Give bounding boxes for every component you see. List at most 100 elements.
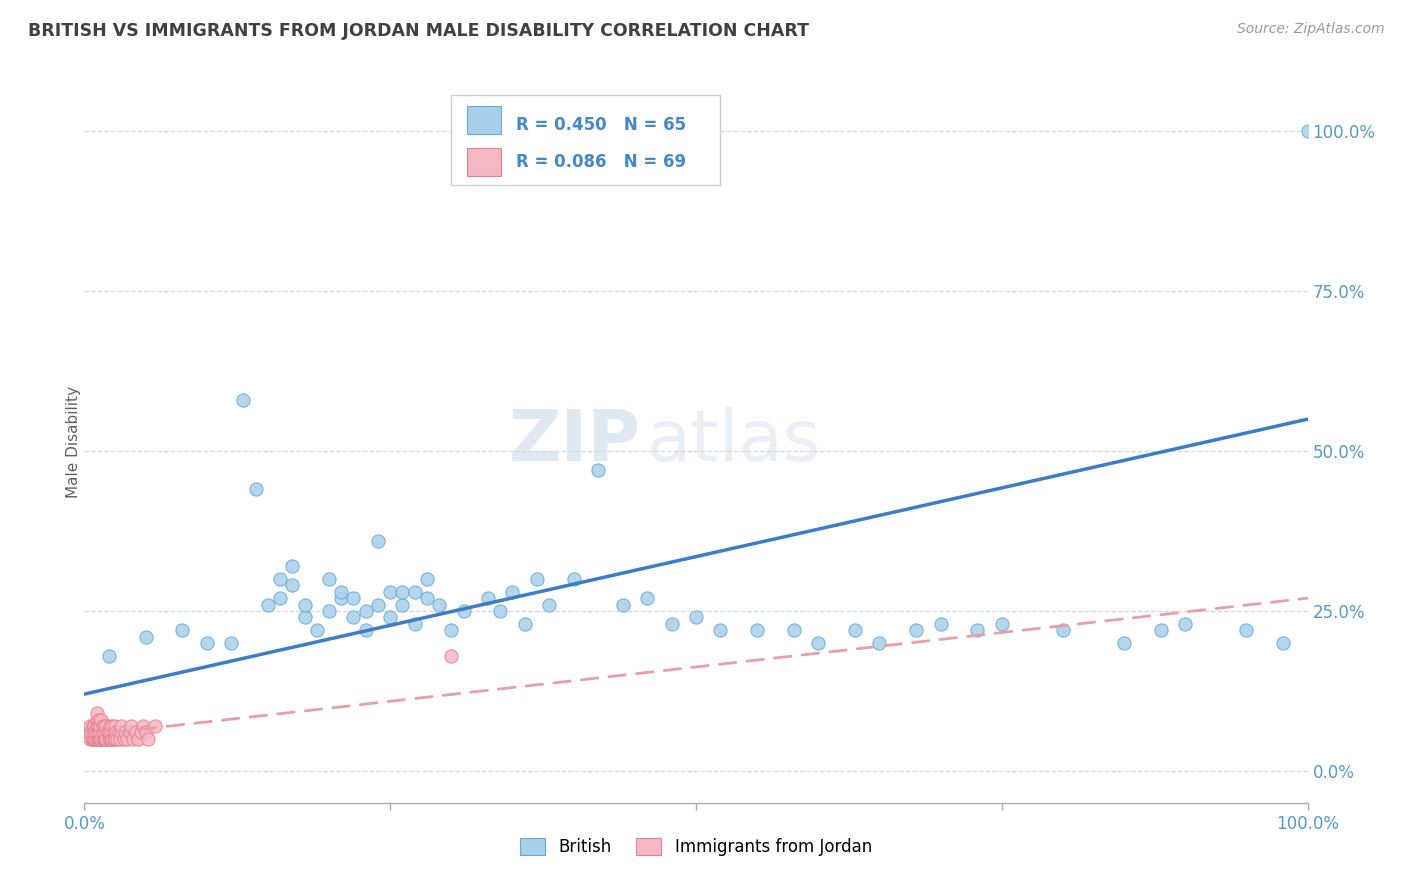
Point	[416, 572, 439, 586]
Legend: British, Immigrants from Jordan: British, Immigrants from Jordan	[520, 838, 872, 856]
Point	[318, 572, 340, 586]
Point	[1174, 616, 1197, 631]
Point	[991, 616, 1014, 631]
Point	[747, 623, 769, 637]
Point	[97, 648, 120, 663]
Point	[807, 636, 830, 650]
Point	[404, 616, 426, 631]
Point	[79, 719, 101, 733]
Point	[114, 725, 136, 739]
Point	[269, 591, 291, 606]
Point	[82, 719, 104, 733]
Point	[453, 604, 475, 618]
Point	[929, 616, 952, 631]
Point	[86, 731, 108, 746]
Point	[104, 719, 127, 733]
Point	[219, 636, 242, 650]
Point	[380, 584, 402, 599]
Point	[869, 636, 891, 650]
Point	[129, 725, 152, 739]
Point	[80, 725, 103, 739]
Point	[966, 623, 988, 637]
Text: R = 0.450   N = 65: R = 0.450 N = 65	[516, 116, 686, 135]
Point	[89, 725, 111, 739]
Point	[440, 648, 463, 663]
Point	[87, 731, 110, 746]
Point	[83, 731, 105, 746]
Point	[83, 725, 105, 739]
Point	[97, 725, 120, 739]
Point	[86, 725, 108, 739]
Point	[97, 725, 120, 739]
Point	[391, 584, 413, 599]
Point	[330, 591, 353, 606]
Point	[80, 731, 103, 746]
Point	[104, 731, 127, 746]
Text: Source: ZipAtlas.com: Source: ZipAtlas.com	[1237, 22, 1385, 37]
FancyBboxPatch shape	[451, 95, 720, 185]
Point	[380, 610, 402, 624]
Point	[1236, 623, 1258, 637]
Point	[98, 731, 121, 746]
Point	[91, 725, 114, 739]
Point	[391, 598, 413, 612]
Point	[502, 584, 524, 599]
Point	[416, 591, 439, 606]
Point	[404, 584, 426, 599]
Point	[107, 725, 129, 739]
Point	[110, 725, 132, 739]
Point	[105, 731, 128, 746]
Point	[101, 719, 124, 733]
Point	[86, 719, 108, 733]
Point	[87, 719, 110, 733]
Point	[477, 591, 499, 606]
Point	[1114, 636, 1136, 650]
Point	[103, 725, 125, 739]
Point	[98, 719, 121, 733]
Text: ZIP: ZIP	[509, 407, 641, 476]
Point	[87, 731, 110, 746]
Point	[94, 725, 117, 739]
Point	[100, 725, 122, 739]
Point	[172, 623, 194, 637]
Text: R = 0.086   N = 69: R = 0.086 N = 69	[516, 153, 686, 171]
Point	[103, 731, 125, 746]
Point	[1052, 623, 1074, 637]
Point	[661, 616, 683, 631]
Point	[294, 598, 316, 612]
Point	[83, 719, 105, 733]
Point	[96, 731, 118, 746]
Point	[1150, 623, 1173, 637]
Point	[709, 623, 731, 637]
Point	[91, 719, 114, 733]
Point	[91, 731, 114, 746]
Point	[367, 533, 389, 548]
Point	[195, 636, 218, 650]
Point	[342, 610, 364, 624]
FancyBboxPatch shape	[467, 106, 502, 134]
Point	[269, 572, 291, 586]
Point	[82, 731, 104, 746]
Point	[84, 725, 107, 739]
Text: atlas: atlas	[647, 407, 821, 476]
Point	[84, 731, 107, 746]
Point	[526, 572, 548, 586]
Point	[135, 725, 157, 739]
Point	[86, 713, 108, 727]
Point	[108, 731, 131, 746]
Point	[135, 630, 157, 644]
Point	[354, 604, 377, 618]
Point	[90, 731, 112, 746]
Point	[79, 731, 101, 746]
Point	[232, 392, 254, 407]
Point	[132, 719, 155, 733]
Point	[318, 604, 340, 618]
Point	[79, 725, 101, 739]
Point	[110, 719, 132, 733]
Text: BRITISH VS IMMIGRANTS FROM JORDAN MALE DISABILITY CORRELATION CHART: BRITISH VS IMMIGRANTS FROM JORDAN MALE D…	[28, 22, 808, 40]
Point	[636, 591, 658, 606]
Point	[440, 623, 463, 637]
Point	[118, 725, 141, 739]
Point	[86, 706, 108, 721]
Point	[294, 610, 316, 624]
